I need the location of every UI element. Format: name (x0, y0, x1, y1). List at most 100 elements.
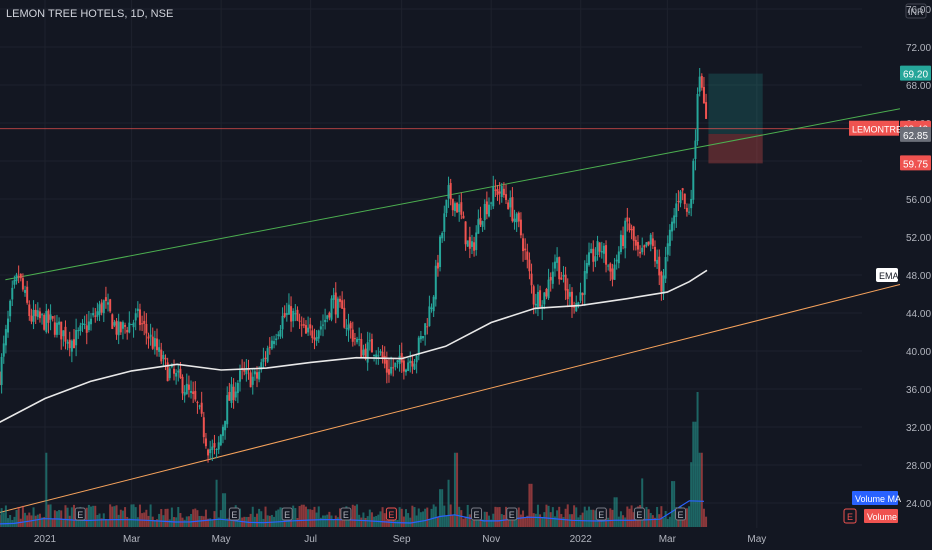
volume-bar (468, 514, 471, 527)
volume-bar (256, 513, 259, 527)
candle-body (83, 323, 86, 325)
candle-body (249, 372, 252, 388)
candle-body (532, 286, 535, 305)
earnings-event-icon[interactable]: E (228, 507, 240, 521)
volume-bar (217, 517, 220, 527)
earnings-event-letter: E (636, 510, 642, 520)
candle-body (226, 395, 229, 425)
volume-bar (694, 421, 697, 527)
candle-body (347, 324, 350, 331)
candle-body (215, 449, 218, 451)
volume-bar (549, 512, 552, 527)
candle-body (619, 234, 622, 253)
volume-bar (668, 516, 671, 527)
candle-body (705, 102, 708, 119)
earnings-event-icon[interactable]: E (340, 507, 352, 521)
volume-bar (149, 504, 152, 527)
volume-bar (326, 514, 329, 527)
candle-body (553, 261, 556, 269)
earnings-event-icon[interactable]: E (675, 507, 687, 521)
volume-bar (321, 515, 324, 527)
volume-bar (451, 515, 454, 527)
candle-body (43, 315, 46, 330)
candle-body (341, 300, 344, 309)
candle-body (164, 357, 167, 360)
earnings-event-icon[interactable]: E (281, 507, 293, 521)
volume-bar (505, 506, 508, 527)
volume-bar (415, 515, 418, 527)
candle-body (211, 446, 214, 450)
candle-body (28, 304, 31, 316)
volume-bar (9, 514, 12, 527)
y-tick-label: 72.00 (906, 43, 931, 54)
earnings-event-icon[interactable]: E (633, 507, 645, 521)
candle-body (519, 219, 522, 236)
currency-box (905, 3, 927, 19)
candle-body (470, 241, 473, 247)
candle-body (138, 309, 141, 325)
volume-bar (411, 505, 414, 527)
symbol-tag: LEMONTREE (852, 125, 908, 135)
earnings-event-box (506, 507, 518, 521)
candle-body (390, 366, 393, 374)
volume-bar (147, 515, 150, 527)
volume-bar (34, 515, 37, 527)
candle-body (273, 341, 276, 345)
volume-bar (385, 520, 388, 527)
position-target-zone (708, 73, 763, 134)
candle-body (41, 314, 44, 316)
x-tick-label: May (747, 534, 766, 545)
candle-body (677, 200, 680, 202)
earnings-event-box (385, 507, 397, 521)
volume-bar (524, 517, 527, 527)
volume-bar (662, 517, 665, 527)
candle-body (296, 309, 299, 321)
candle-body (258, 371, 261, 380)
earnings-event-icon[interactable]: E (385, 507, 397, 521)
candle-body (543, 292, 546, 305)
volume-bar (364, 517, 367, 527)
volume-bar (47, 504, 50, 527)
volume-bar (396, 520, 399, 527)
candle-body (600, 250, 603, 253)
candle-body (141, 323, 144, 325)
volume-bar (458, 506, 461, 527)
earnings-event-icon[interactable]: E (74, 507, 86, 521)
earnings-event-icon[interactable]: E (595, 507, 607, 521)
candle-body (181, 376, 184, 394)
volume-bar (522, 510, 525, 527)
candle-body (688, 211, 691, 213)
candle-body (607, 265, 610, 267)
volume-bar (7, 518, 10, 527)
volume-bar (528, 483, 531, 527)
candle-body (379, 351, 382, 353)
candle-body (598, 242, 601, 252)
candle-body (558, 257, 561, 280)
candle-body (464, 221, 467, 245)
volume-bar (705, 516, 708, 527)
candle-body (264, 357, 267, 360)
candle-body (477, 219, 480, 234)
x-tick-label: Sep (393, 534, 411, 545)
candle-body (187, 384, 190, 390)
candle-body (336, 298, 339, 318)
volume-bar (436, 517, 439, 527)
volume-bar (92, 505, 95, 527)
candle-body (360, 339, 363, 358)
candle-body (649, 234, 652, 245)
volume-bar (658, 514, 661, 527)
earnings-event-icon[interactable]: E (471, 507, 483, 521)
volume-bar (292, 505, 295, 527)
candle-body (72, 339, 75, 349)
candle-body (634, 239, 637, 246)
candle-body (694, 140, 697, 160)
earnings-event-icon[interactable]: E (506, 507, 518, 521)
candle-body (624, 220, 627, 249)
volume-bar (270, 514, 273, 527)
volume-bar (581, 512, 584, 527)
candle-body (238, 370, 241, 382)
volume-bar (628, 508, 631, 527)
x-tick-label: Nov (482, 534, 500, 545)
candle-body (287, 304, 290, 315)
